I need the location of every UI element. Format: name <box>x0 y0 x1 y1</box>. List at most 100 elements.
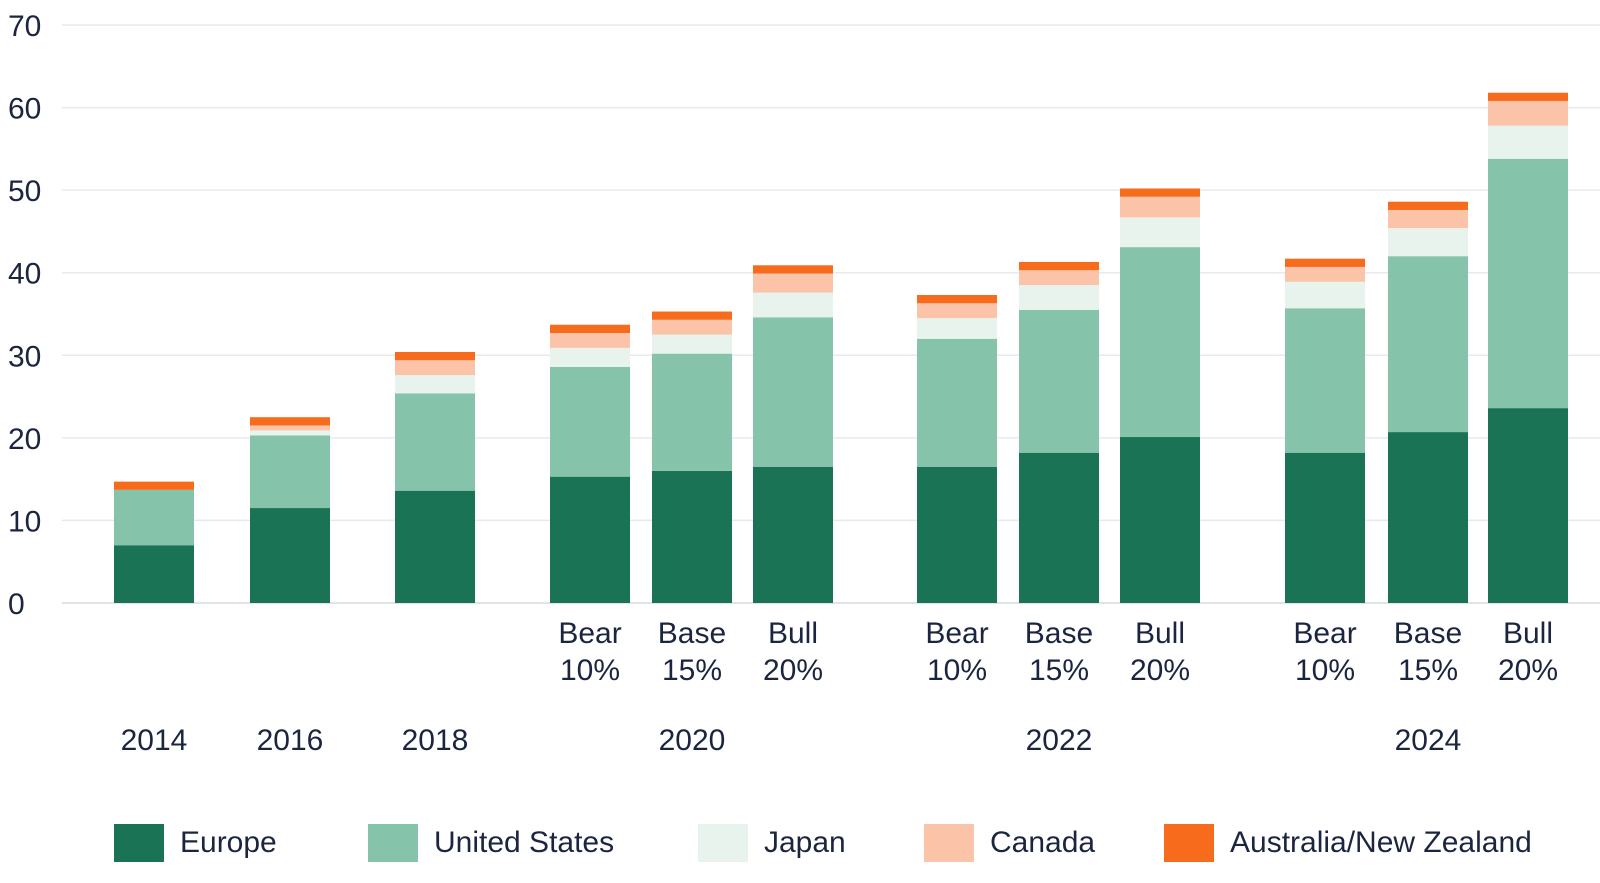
bar-2020-bear <box>550 324 630 603</box>
bar-2020-bull <box>753 265 833 603</box>
bar-segment-canada <box>1120 196 1200 218</box>
bar-segment-australia-new-zealand <box>550 324 630 333</box>
bar-segment-canada <box>1488 100 1568 126</box>
bar-segment-australia-new-zealand <box>917 295 997 304</box>
bar-segment-united-states <box>114 489 194 546</box>
year-label-2020: 2020 <box>659 724 726 757</box>
scenario-label: Base <box>658 617 726 650</box>
bar-segment-united-states <box>1388 256 1468 433</box>
y-tick-label: 40 <box>8 258 41 291</box>
year-label-2014: 2014 <box>121 724 188 757</box>
bar-segment-australia-new-zealand <box>1388 201 1468 210</box>
legend-swatch-japan <box>698 824 748 862</box>
x-axis-labels: 2014 2016 2018 Bear 10% Base 15% Bull 20% 2020 Bea… <box>121 617 1558 757</box>
bar-segment-europe <box>550 476 630 603</box>
year-label-2022: 2022 <box>1026 724 1093 757</box>
bar-segment-japan <box>1120 217 1200 248</box>
y-tick-label: 70 <box>8 10 41 43</box>
year-label-2024: 2024 <box>1395 724 1462 757</box>
bar-segment-japan <box>1285 281 1365 309</box>
bar-2024-base <box>1388 201 1468 603</box>
bar-2022-bear <box>917 295 997 603</box>
bar-segment-canada <box>1388 209 1468 229</box>
bar-2020-base <box>652 311 732 603</box>
bar-segment-canada <box>250 425 330 431</box>
bar-segment-australia-new-zealand <box>1019 261 1099 271</box>
scenario-percent-label: 10% <box>1295 654 1355 687</box>
legend-label-australia-new-zealand: Australia/New Zealand <box>1230 826 1532 859</box>
bars <box>114 92 1568 603</box>
bar-segment-united-states <box>550 366 630 477</box>
scenario-label: Bear <box>1293 617 1356 650</box>
scenario-percent-label: 20% <box>1498 654 1558 687</box>
bar-segment-united-states <box>1285 308 1365 453</box>
y-tick-label: 20 <box>8 423 41 456</box>
y-tick-label: 10 <box>8 505 41 538</box>
bar-segment-japan <box>1388 228 1468 257</box>
bar-segment-australia-new-zealand <box>114 481 194 490</box>
bar-segment-united-states <box>917 338 997 467</box>
bar-segment-japan <box>753 292 833 318</box>
legend-swatch-canada <box>924 824 974 862</box>
bar-segment-canada <box>652 319 732 335</box>
legend-item-japan: Japan <box>698 818 846 868</box>
bar-2014 <box>114 481 194 603</box>
bar-segment-united-states <box>1488 158 1568 409</box>
bar-segment-japan <box>250 430 330 436</box>
bar-2022-base <box>1019 261 1099 603</box>
y-tick-label: 30 <box>8 340 41 373</box>
bar-2018 <box>395 351 475 603</box>
legend-swatch-europe <box>114 824 164 862</box>
bar-segment-canada <box>395 360 475 376</box>
scenario-percent-label: 20% <box>763 654 823 687</box>
bar-segment-united-states <box>753 317 833 467</box>
bar-segment-canada <box>1285 266 1365 282</box>
scenario-label: Bear <box>925 617 988 650</box>
bar-segment-europe <box>1019 452 1099 603</box>
bar-segment-united-states <box>395 393 475 491</box>
y-tick-label: 50 <box>8 175 41 208</box>
scenario-label: Bull <box>1135 617 1185 650</box>
legend-label-japan: Japan <box>764 826 846 859</box>
legend-item-europe: Europe <box>114 818 277 868</box>
bar-segment-japan <box>550 347 630 367</box>
bar-segment-europe <box>1488 408 1568 603</box>
year-label-2018: 2018 <box>402 724 469 757</box>
bar-segment-japan <box>1019 285 1099 310</box>
bar-2024-bull <box>1488 92 1568 603</box>
bar-segment-europe <box>1388 432 1468 603</box>
bar-segment-europe <box>917 466 997 603</box>
scenario-label: Bull <box>1503 617 1553 650</box>
scenario-label: Bear <box>558 617 621 650</box>
scenario-percent-label: 15% <box>662 654 722 687</box>
legend-swatch-united-states <box>368 824 418 862</box>
legend-label-united-states: United States <box>434 826 615 859</box>
bar-segment-australia-new-zealand <box>1488 92 1568 101</box>
bar-segment-australia-new-zealand <box>1120 188 1200 197</box>
scenario-percent-label: 15% <box>1029 654 1089 687</box>
bar-segment-europe <box>1285 452 1365 603</box>
scenario-percent-label: 10% <box>560 654 620 687</box>
scenario-label: Bull <box>768 617 818 650</box>
scenario-percent-label: 20% <box>1130 654 1190 687</box>
bar-segment-australia-new-zealand <box>652 311 732 320</box>
bar-segment-canada <box>550 332 630 348</box>
bar-segment-europe <box>250 508 330 603</box>
scenario-percent-label: 10% <box>927 654 987 687</box>
bar-segment-united-states <box>250 435 330 509</box>
bar-2022-bull <box>1120 188 1200 603</box>
legend-item-canada: Canada <box>924 818 1095 868</box>
bar-segment-europe <box>753 466 833 603</box>
bar-segment-canada <box>917 303 997 319</box>
y-tick-label: 60 <box>8 93 41 126</box>
bar-segment-europe <box>395 490 475 603</box>
legend-label-europe: Europe <box>180 826 277 859</box>
scenario-percent-label: 15% <box>1398 654 1458 687</box>
bar-segment-japan <box>917 318 997 339</box>
bar-segment-united-states <box>1120 247 1200 438</box>
bar-2016 <box>250 417 330 603</box>
bar-segment-united-states <box>652 353 732 471</box>
bar-segment-australia-new-zealand <box>250 417 330 426</box>
bar-segment-canada <box>1019 270 1099 286</box>
legend: Europe United States Japan Canada Austra… <box>0 818 1600 868</box>
